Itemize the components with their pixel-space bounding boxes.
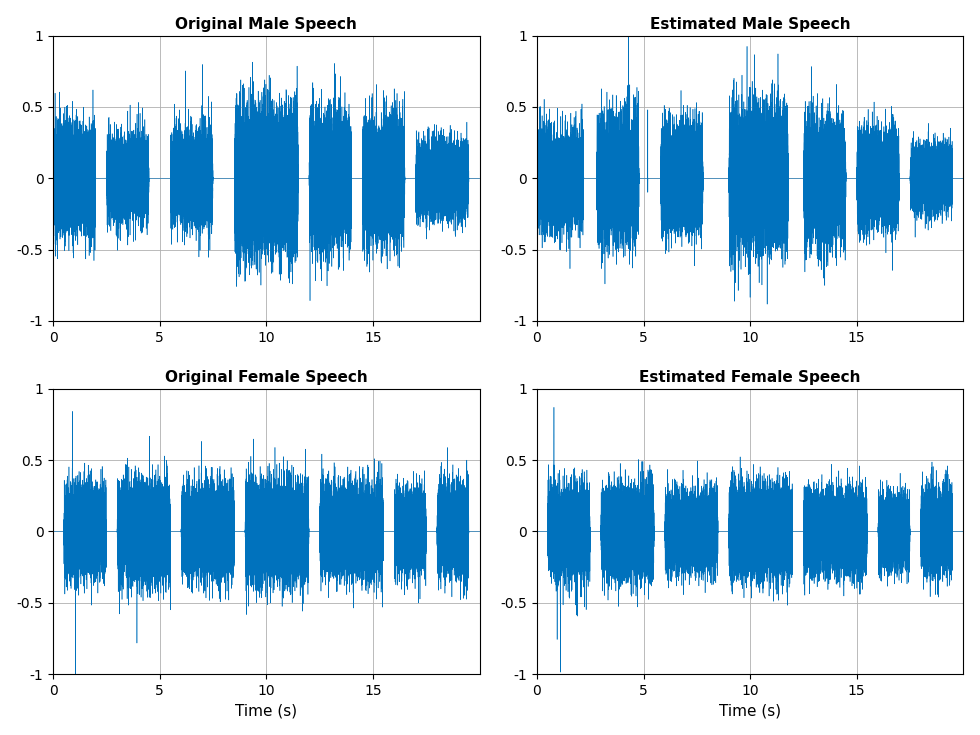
X-axis label: Time (s): Time (s) [719,703,781,718]
Title: Estimated Male Speech: Estimated Male Speech [650,17,851,32]
Title: Original Male Speech: Original Male Speech [175,17,358,32]
Title: Original Female Speech: Original Female Speech [165,370,368,384]
Title: Estimated Female Speech: Estimated Female Speech [639,370,860,384]
X-axis label: Time (s): Time (s) [235,703,297,718]
